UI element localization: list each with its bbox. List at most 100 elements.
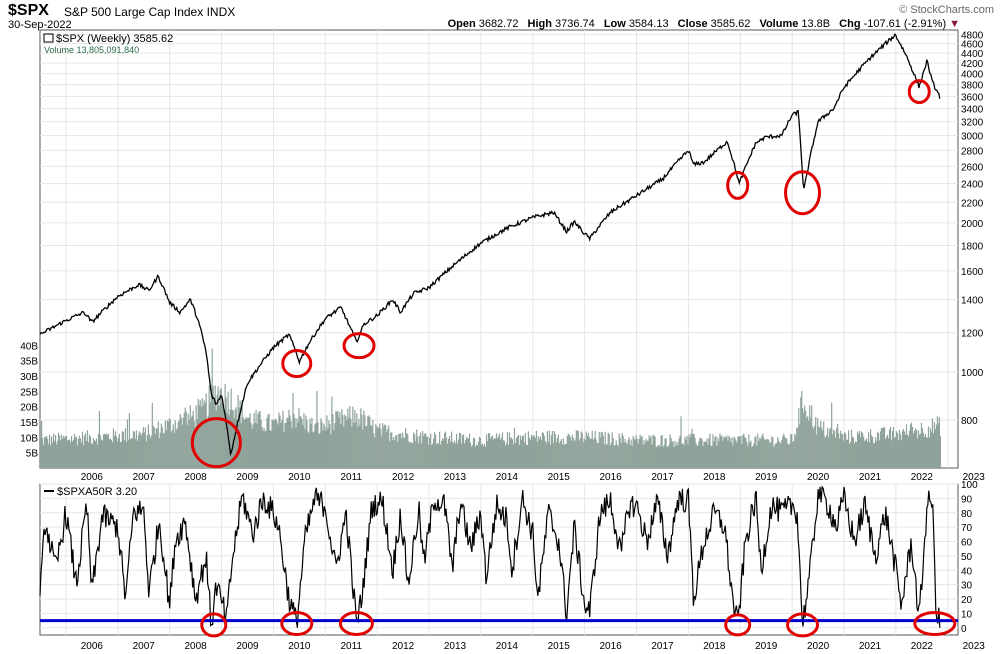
- volume-bar: [138, 431, 140, 468]
- volume-bar: [249, 413, 251, 468]
- volume-bar: [662, 446, 664, 468]
- volume-bar: [58, 435, 61, 468]
- volume-bar: [436, 444, 438, 468]
- volume-bar: [95, 438, 98, 468]
- volume-bar: [215, 410, 217, 468]
- volume-bar: [798, 407, 800, 468]
- volume-bar: [742, 434, 744, 468]
- volume-bar: [492, 439, 495, 468]
- volume-bar: [902, 428, 905, 468]
- volume-bar: [701, 439, 703, 468]
- volume-bar: [347, 408, 349, 468]
- volume-bar: [306, 420, 308, 468]
- volume-bar: [388, 425, 390, 468]
- volume-bar: [432, 443, 434, 468]
- volume-bar: [898, 429, 901, 468]
- volume-bar: [838, 433, 840, 468]
- volume-bar: [355, 422, 357, 468]
- volume-bar: [590, 438, 592, 468]
- price-tick-label: 1000: [961, 368, 984, 379]
- volume-bar: [389, 441, 391, 468]
- volume-bar: [617, 446, 619, 468]
- breadth-panel-frame: [39, 483, 959, 636]
- volume-bar: [717, 437, 719, 468]
- volume-bar: [283, 432, 285, 468]
- volume-bar: [380, 429, 382, 468]
- volume-bar: [165, 430, 167, 468]
- volume-bar: [562, 438, 564, 468]
- volume-bar: [183, 412, 185, 468]
- volume-bar: [382, 423, 384, 468]
- volume-bar: [525, 444, 528, 468]
- volume-bar: [774, 444, 776, 468]
- volume-bar: [526, 445, 529, 468]
- volume-bar: [442, 438, 444, 468]
- volume-bar: [796, 427, 798, 468]
- volume-bar: [555, 442, 557, 468]
- volume-bar: [241, 400, 243, 468]
- volume-bar: [127, 439, 129, 468]
- volume-bar: [594, 431, 596, 468]
- volume-bar: [449, 436, 451, 468]
- price-tick-label: 3200: [961, 118, 984, 129]
- volume-bar: [614, 445, 616, 468]
- volume-bar: [76, 445, 79, 468]
- volume-bar: [775, 443, 777, 468]
- volume-bar: [49, 445, 52, 468]
- volume-bar: [157, 421, 159, 468]
- volume-bar: [89, 436, 92, 468]
- volume-bar: [218, 405, 220, 468]
- volume-bar: [413, 432, 415, 468]
- volume-bar: [524, 432, 527, 468]
- volume-bar: [933, 421, 936, 468]
- volume-bar: [777, 437, 779, 468]
- volume-bar: [285, 422, 287, 468]
- volume-bar: [279, 415, 281, 468]
- volume-bar: [644, 443, 646, 468]
- volume-bar: [858, 430, 861, 468]
- volume-bar: [480, 444, 483, 468]
- volume-bar: [224, 383, 226, 468]
- volume-bar: [83, 435, 86, 468]
- volume-bar: [616, 444, 618, 468]
- volume-bar: [702, 446, 704, 468]
- volume-tick-label: 10B: [20, 433, 38, 444]
- volume-bar: [780, 443, 782, 468]
- volume-bar: [710, 445, 712, 468]
- volume-bar: [574, 439, 576, 468]
- volume-bar: [586, 435, 588, 468]
- volume-bar: [939, 435, 942, 468]
- volume-bar: [63, 437, 66, 468]
- volume-bar: [784, 436, 786, 468]
- volume-bar: [328, 420, 330, 468]
- volume-bar: [383, 426, 385, 468]
- volume-bar: [516, 436, 519, 468]
- volume-bar: [425, 433, 427, 468]
- volume-bar: [115, 436, 118, 468]
- volume-bar: [335, 410, 337, 468]
- volume-bar: [147, 424, 149, 468]
- volume-bar: [270, 430, 272, 468]
- volume-bar: [394, 439, 396, 468]
- volume-bar: [309, 418, 311, 468]
- price-panel-frame: [39, 29, 959, 469]
- volume-bar: [666, 446, 668, 468]
- volume-bar: [850, 442, 852, 468]
- volume-bar: [143, 432, 145, 468]
- volume-bar: [703, 441, 705, 468]
- volume-bar: [885, 436, 888, 468]
- volume-bar: [599, 437, 601, 468]
- volume-bar: [206, 419, 208, 468]
- volume-bar: [173, 433, 175, 468]
- highlight-circle: [907, 79, 931, 105]
- volume-bar: [679, 435, 681, 468]
- year-tick-label: 2007: [133, 472, 156, 483]
- volume-label: Volume: [759, 18, 799, 30]
- close-value: 3585.62: [710, 18, 751, 30]
- volume-tick-label: 35B: [20, 357, 38, 368]
- volume-bar: [502, 440, 505, 468]
- volume-bar: [72, 439, 75, 468]
- volume-bar: [466, 438, 469, 468]
- volume-bar: [729, 437, 731, 468]
- volume-bar: [638, 438, 640, 468]
